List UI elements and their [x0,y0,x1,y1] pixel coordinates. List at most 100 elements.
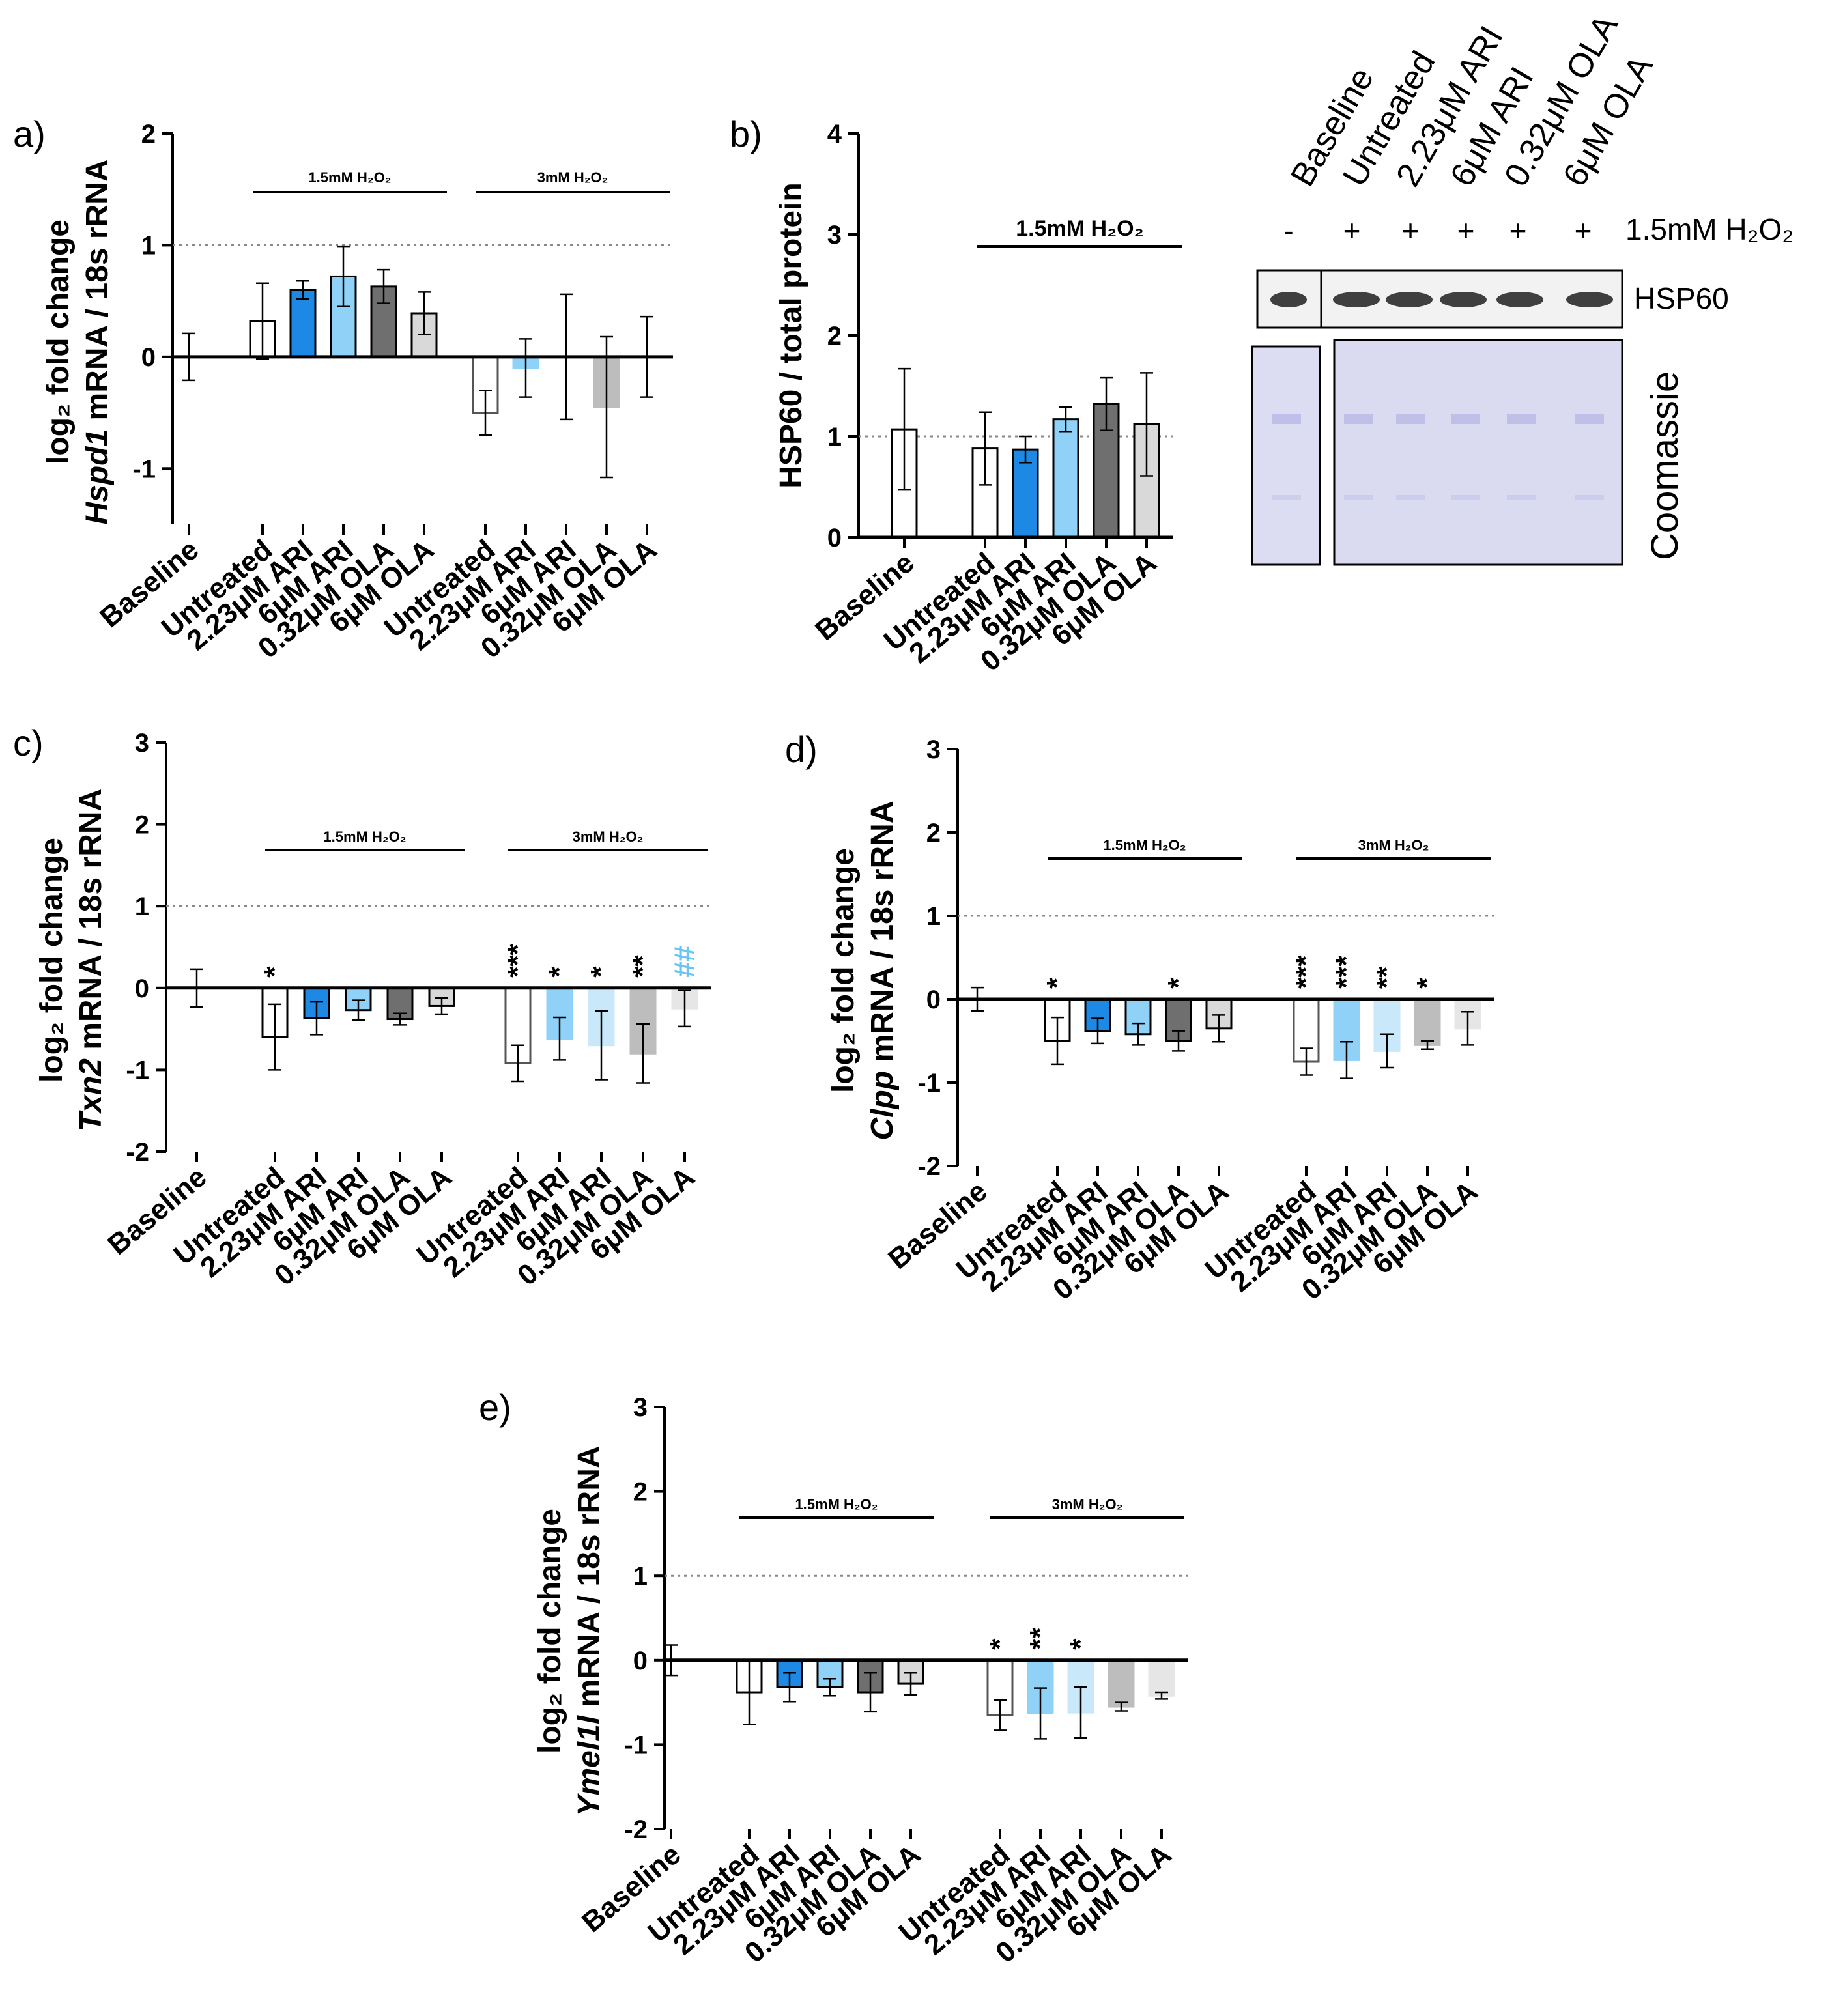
y-axis-unit: mRNA / 18s rRNA [865,801,900,1071]
coomassie-band [1272,495,1301,500]
y-tick-label: 2 [633,1478,648,1507]
group-label: 3mM H₂O₂ [1052,1496,1123,1512]
significance-marker: * [585,966,617,978]
y-axis-gene: Txn2 [74,1058,108,1131]
y-tick-label: 1 [926,902,941,931]
y-tick-label: 0 [827,524,842,552]
significance-marker: *** [1290,955,1322,989]
bar [1108,1659,1135,1708]
y-axis-unit: mRNA / 18s rRNA [572,1445,607,1715]
y-tick-label: 1 [141,231,156,260]
significance-marker: * [984,1638,1016,1650]
coomassie-band [1507,495,1536,500]
y-tick-label: 0 [141,343,156,372]
y-axis-gene: Clpp [865,1071,900,1141]
coomassie-band [1344,414,1373,424]
coomassie-band [1451,414,1480,424]
significance-marker: * [1041,977,1073,989]
y-axis-title: log₂ fold change [35,838,69,1083]
significance-marker: * [259,966,291,978]
significance-marker: ** [627,955,659,978]
y-tick-label: 3 [827,221,842,249]
bar [1052,418,1079,539]
bar [289,289,317,358]
y-axis-gene: Hspd1 [80,429,115,525]
y-tick-label: 1 [827,423,842,451]
blot-h2o2-signs: - + + + + + [1283,214,1592,248]
panel-letter: a) [13,113,46,154]
y-axis-gene: Ymel1l [572,1714,607,1816]
y-axis-subtitle: Ymel1l mRNA / 18s rRNA [572,1445,607,1816]
hsp60-band [1440,292,1487,307]
group-label: 3mM H₂O₂ [537,169,608,186]
panel-letter: c) [13,722,44,763]
group-label: 3mM H₂O₂ [1358,837,1429,853]
blot-h2o2-sign: + [1343,214,1361,248]
y-tick-label: 0 [633,1647,648,1675]
y-axis-title: log₂ fold change [41,220,76,464]
blot-band-label: HSP60 [1634,281,1729,315]
blot-stain-label: Coomassie [1644,371,1686,560]
y-tick-label: 1 [135,892,149,921]
blot-h2o2-sign: + [1402,214,1420,248]
y-tick-label: -2 [624,1815,648,1844]
y-axis-title: log₂ fold change [533,1509,567,1753]
hsp60-bands [1270,292,1613,307]
significance-marker: * [543,966,575,978]
coomassie-band [1272,414,1301,424]
hsp60-band [1496,292,1543,307]
hsp60-band-strip [1256,269,1623,329]
bar [1148,1659,1175,1697]
y-tick-label: 4 [827,120,842,149]
group-label: 1.5mM H₂O₂ [323,829,406,845]
group-label: 1.5mM H₂O₂ [795,1496,878,1512]
y-tick-label: -2 [917,1152,941,1181]
y-axis-subtitle: Hspd1 mRNA / 18s rRNA [80,159,115,524]
blot-h2o2-sign: - [1283,214,1293,248]
coomassie-band [1344,495,1373,500]
y-tick-label: -1 [132,455,156,483]
y-tick-label: 0 [135,974,149,1003]
y-axis-title: HSP60 / total protein [774,182,808,488]
y-axis-unit: mRNA / 18s rRNA [80,159,115,429]
y-tick-label: 3 [135,729,149,758]
blot-h2o2-sign: + [1457,214,1475,248]
hsp60-band [1333,292,1380,307]
blot-h2o2-label: 1.5mM H₂O₂ [1625,212,1794,246]
coomassie-band [1575,414,1604,424]
coomassie-band [1451,495,1480,500]
significance-marker: *** [502,944,534,978]
y-axis-subtitle: Clpp mRNA / 18s rRNA [865,801,900,1141]
significance-marker: * [1162,977,1194,989]
group-label: 1.5mM H₂O₂ [308,169,391,186]
coomassie-band [1507,414,1536,424]
bar [1012,448,1039,539]
hsp60-band [1566,292,1613,307]
significance-marker: *** [1330,955,1362,989]
coomassie-band [1575,495,1604,500]
y-tick-label: 2 [141,120,156,149]
y-tick-label: 0 [926,986,941,1014]
y-tick-label: -2 [126,1138,149,1167]
y-tick-label: 3 [633,1393,648,1422]
y-axis-title: log₂ fold change [826,848,861,1093]
significance-marker: ## [668,946,700,978]
coomassie-treated-lanes [1333,339,1623,566]
group-label: 1.5mM H₂O₂ [1103,837,1186,853]
panel-letter: d) [785,729,818,770]
y-tick-label: 2 [135,811,149,840]
y-axis-unit: mRNA / 18s rRNA [74,789,108,1058]
significance-marker: ** [1371,966,1403,989]
y-tick-label: 1 [633,1562,648,1591]
y-tick-label: -1 [126,1056,149,1085]
blot-h2o2-sign: + [1509,214,1527,248]
y-tick-label: -1 [917,1069,941,1098]
coomassie-band [1396,414,1425,424]
